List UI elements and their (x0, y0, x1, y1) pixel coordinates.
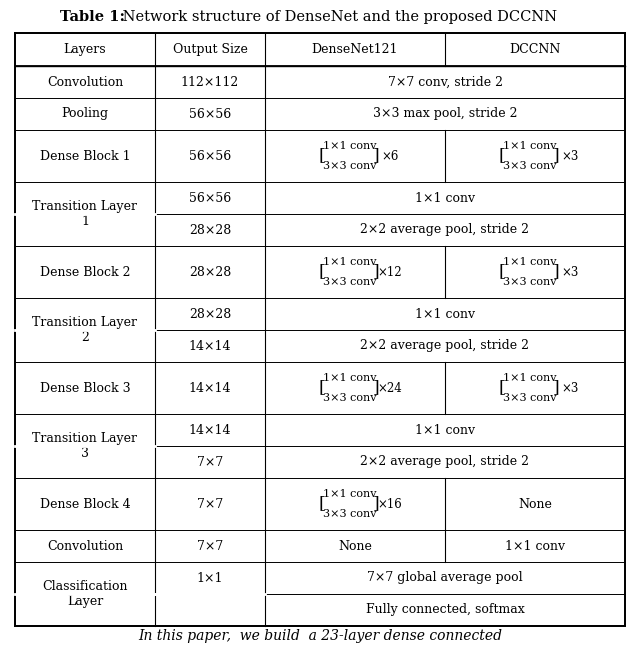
Text: Convolution: Convolution (47, 76, 123, 89)
Text: Dense Block 1: Dense Block 1 (40, 150, 131, 163)
Text: 14×14: 14×14 (189, 340, 231, 353)
Text: 112×112: 112×112 (181, 76, 239, 89)
Text: 1×1 conv: 1×1 conv (503, 373, 557, 383)
Text: 3×3 max pool, stride 2: 3×3 max pool, stride 2 (372, 108, 517, 121)
Text: [: [ (319, 148, 325, 165)
Text: 1×1 conv: 1×1 conv (505, 539, 565, 552)
Text: None: None (338, 539, 372, 552)
Text: 1×1 conv: 1×1 conv (415, 191, 475, 204)
Text: 7×7: 7×7 (197, 456, 223, 468)
Text: Layers: Layers (64, 43, 106, 56)
Text: [: [ (319, 379, 325, 396)
Text: 3×3 conv: 3×3 conv (323, 277, 377, 287)
Text: 2×2 average pool, stride 2: 2×2 average pool, stride 2 (360, 456, 529, 468)
Text: Classification
Layer: Classification Layer (42, 580, 128, 608)
Text: ×6: ×6 (381, 150, 399, 163)
Text: [: [ (499, 264, 506, 281)
Text: ×3: ×3 (561, 266, 579, 278)
Text: ]: ] (372, 379, 380, 396)
Text: 1×1: 1×1 (196, 571, 223, 584)
Text: 14×14: 14×14 (189, 424, 231, 436)
Text: 3×3 conv: 3×3 conv (323, 509, 377, 519)
Text: ]: ] (372, 148, 380, 165)
Text: 7×7: 7×7 (197, 539, 223, 552)
Text: Table 1:: Table 1: (60, 10, 125, 24)
Text: 3×3 conv: 3×3 conv (503, 161, 557, 171)
Text: 7×7 conv, stride 2: 7×7 conv, stride 2 (387, 76, 502, 89)
Text: 1×1 conv: 1×1 conv (323, 257, 377, 267)
Text: 1×1 conv: 1×1 conv (415, 308, 475, 321)
Text: ×3: ×3 (561, 150, 579, 163)
Text: 1×1 conv: 1×1 conv (323, 489, 377, 499)
Text: 56×56: 56×56 (189, 108, 231, 121)
Text: [: [ (319, 496, 325, 513)
Text: [: [ (499, 148, 506, 165)
Text: Transition Layer
2: Transition Layer 2 (33, 316, 138, 344)
Text: DCCNN: DCCNN (509, 43, 561, 56)
Text: Pooling: Pooling (61, 108, 109, 121)
Text: ]: ] (372, 496, 380, 513)
Text: 7×7: 7×7 (197, 498, 223, 511)
Text: ]: ] (552, 379, 559, 396)
Text: ]: ] (372, 264, 380, 281)
Text: 1×1 conv: 1×1 conv (323, 373, 377, 383)
Text: ×16: ×16 (378, 498, 403, 511)
Text: 1×1 conv: 1×1 conv (323, 141, 377, 151)
Text: Convolution: Convolution (47, 539, 123, 552)
Text: 28×28: 28×28 (189, 223, 231, 236)
Text: Network structure of DenseNet and the proposed DCCNN: Network structure of DenseNet and the pr… (118, 10, 557, 24)
Text: ×3: ×3 (561, 381, 579, 394)
Text: None: None (518, 498, 552, 511)
Text: Fully connected, softmax: Fully connected, softmax (365, 603, 524, 616)
Text: 56×56: 56×56 (189, 191, 231, 204)
Text: ]: ] (552, 148, 559, 165)
Text: Output Size: Output Size (173, 43, 248, 56)
Text: ]: ] (552, 264, 559, 281)
Text: Transition Layer
1: Transition Layer 1 (33, 200, 138, 228)
Text: 3×3 conv: 3×3 conv (503, 277, 557, 287)
Text: 3×3 conv: 3×3 conv (323, 161, 377, 171)
Text: 1×1 conv: 1×1 conv (415, 424, 475, 436)
Text: Dense Block 4: Dense Block 4 (40, 498, 131, 511)
Text: 3×3 conv: 3×3 conv (503, 393, 557, 403)
Text: 2×2 average pool, stride 2: 2×2 average pool, stride 2 (360, 340, 529, 353)
Text: ×12: ×12 (378, 266, 403, 278)
Text: Dense Block 2: Dense Block 2 (40, 266, 131, 278)
Text: [: [ (319, 264, 325, 281)
Text: 56×56: 56×56 (189, 150, 231, 163)
Text: Dense Block 3: Dense Block 3 (40, 381, 131, 394)
Text: 28×28: 28×28 (189, 308, 231, 321)
Text: 7×7 global average pool: 7×7 global average pool (367, 571, 523, 584)
Text: 3×3 conv: 3×3 conv (323, 393, 377, 403)
Text: 1×1 conv: 1×1 conv (503, 141, 557, 151)
Text: In this paper,  we build  a 23-layer dense connected: In this paper, we build a 23-layer dense… (138, 629, 502, 643)
Text: 1×1 conv: 1×1 conv (503, 257, 557, 267)
Text: 14×14: 14×14 (189, 381, 231, 394)
Text: Transition Layer
3: Transition Layer 3 (33, 432, 138, 460)
Text: ×24: ×24 (378, 381, 403, 394)
Text: 2×2 average pool, stride 2: 2×2 average pool, stride 2 (360, 223, 529, 236)
Text: 28×28: 28×28 (189, 266, 231, 278)
Text: DenseNet121: DenseNet121 (312, 43, 398, 56)
Text: [: [ (499, 379, 506, 396)
